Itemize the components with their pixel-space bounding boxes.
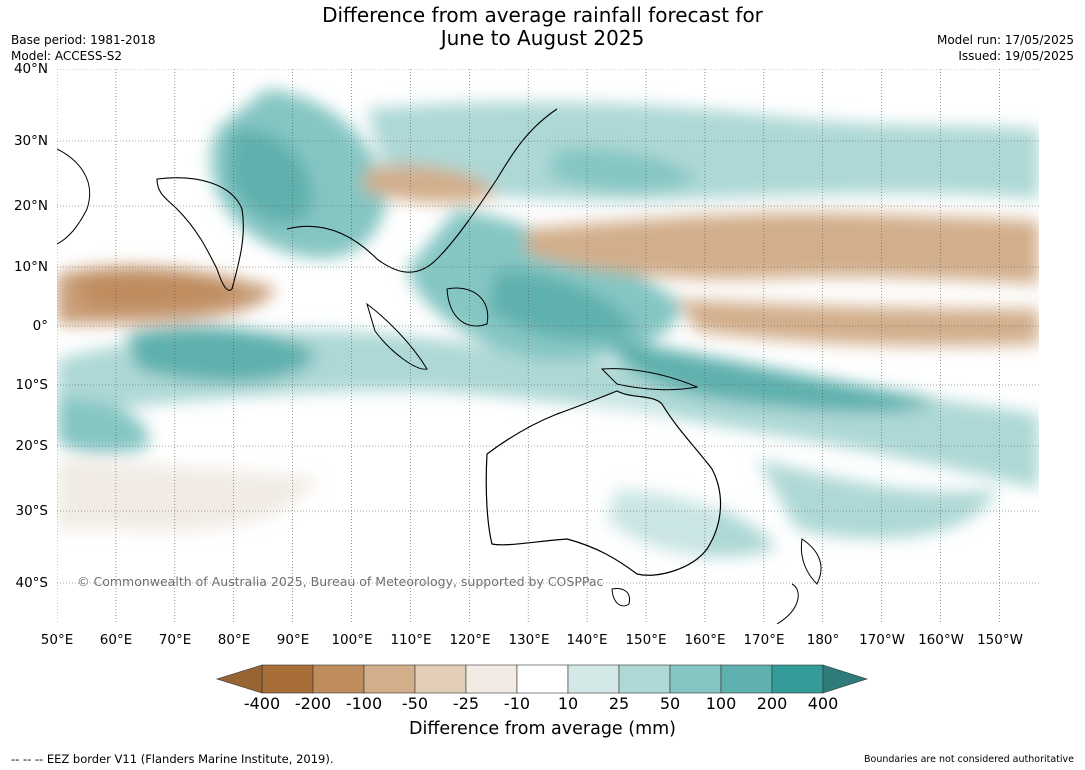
cb-tick-1: -400 xyxy=(243,694,281,713)
wet-north-pacific-core xyxy=(547,148,697,192)
lat-label-30s: 30°S xyxy=(15,503,49,519)
model-name: Model: ACCESS-S2 xyxy=(11,49,123,63)
title-line-1: Difference from average rainfall forecas… xyxy=(322,3,763,27)
lat-label-40n: 40°N xyxy=(13,61,48,77)
colorbar-bin xyxy=(414,664,467,694)
colorbar-bin xyxy=(618,664,671,694)
colorbar-bin xyxy=(261,664,314,694)
lat-label-0: 0° xyxy=(32,318,48,334)
colorbar-bin xyxy=(720,664,773,694)
dry-south-china xyxy=(362,165,497,204)
lon-label-170e: 170°E xyxy=(743,632,785,648)
cb-tick-12: 400 xyxy=(807,694,839,713)
wet-tasman xyxy=(757,459,997,539)
colorbar-under-arrow xyxy=(215,664,263,694)
lon-label-140e: 140°E xyxy=(566,632,608,648)
eez-note: -- -- -- EEZ border V11 (Flanders Marine… xyxy=(11,752,334,766)
australia-outline xyxy=(485,390,722,576)
tasmania-outline xyxy=(611,588,631,607)
cb-tick-7: 10 xyxy=(557,694,579,713)
cb-tick-3: -100 xyxy=(345,694,383,713)
wet-maritime-core xyxy=(487,269,637,340)
lon-label-150e: 150°E xyxy=(625,632,667,648)
lon-label-120e: 120°E xyxy=(449,632,491,648)
colorbar-bin xyxy=(465,664,518,694)
lat-label-30n: 30°N xyxy=(13,133,48,149)
lon-label-100e: 100°E xyxy=(331,632,373,648)
copyright-notice: © Commonwealth of Australia 2025, Bureau… xyxy=(77,574,604,589)
meta-right: Model run: 17/05/2025 Issued: 19/05/2025 xyxy=(937,32,1074,64)
wet-south-pacific xyxy=(607,339,937,413)
sumatra-outline xyxy=(366,302,428,370)
dry-north-pacific-band xyxy=(527,212,1039,284)
colorbar-bin xyxy=(312,664,365,694)
lon-label-90e: 90°E xyxy=(276,632,310,648)
lon-label-80e: 80°E xyxy=(217,632,251,648)
colorbar-bin xyxy=(516,664,569,694)
wet-west-indian xyxy=(57,399,149,454)
cb-tick-8: 25 xyxy=(608,694,630,713)
new-zealand-outline xyxy=(776,538,822,624)
lat-label-20n: 20°N xyxy=(13,198,48,214)
cb-tick-10: 100 xyxy=(705,694,737,713)
lat-label-10s: 10°S xyxy=(15,377,49,393)
wet-core-indian-ocean xyxy=(127,326,317,383)
lon-label-150w: 150°W xyxy=(977,632,1023,648)
lon-label-160e: 160°E xyxy=(684,632,726,648)
colorbar-bin xyxy=(363,664,416,694)
colorbar xyxy=(215,664,868,694)
cb-tick-2: -200 xyxy=(294,694,332,713)
lon-label-50e: 50°E xyxy=(40,632,74,648)
dry-southern-indian-light xyxy=(57,459,317,532)
colorbar-bin xyxy=(771,664,824,694)
model-run: Model run: 17/05/2025 xyxy=(936,33,1074,47)
wet-india-core xyxy=(227,128,313,224)
meta-left: Base period: 1981-2018 Model: ACCESS-S2 xyxy=(11,32,156,64)
borneo-outline xyxy=(446,287,489,327)
lon-label-110e: 110°E xyxy=(390,632,432,648)
colorbar-bin xyxy=(567,664,620,694)
india-outline xyxy=(156,177,244,291)
lon-label-180: 180° xyxy=(806,632,840,648)
cb-tick-6: -10 xyxy=(503,694,531,713)
anomaly-field xyxy=(57,89,1039,558)
boundary-disclaimer: Boundaries are not considered authoritat… xyxy=(864,754,1074,765)
lon-label-160w: 160°W xyxy=(918,632,964,648)
new-guinea-outline xyxy=(600,368,699,391)
lon-label-70e: 70°E xyxy=(158,632,192,648)
map-title: Difference from average rainfall forecas… xyxy=(0,4,1085,50)
dry-equatorial-pacific xyxy=(677,299,1039,346)
lat-label-10n: 10°N xyxy=(13,259,48,275)
lon-label-170w: 170°W xyxy=(859,632,905,648)
lon-label-130e: 130°E xyxy=(508,632,550,648)
base-period: Base period: 1981-2018 xyxy=(11,33,156,47)
colorbar-over-arrow xyxy=(822,664,868,694)
cb-tick-9: 50 xyxy=(659,694,681,713)
graticule xyxy=(57,69,1039,624)
title-line-2: June to August 2025 xyxy=(440,26,645,50)
lon-label-60e: 60°E xyxy=(99,632,133,648)
cb-tick-11: 200 xyxy=(756,694,788,713)
colorbar-label: Difference from average (mm) xyxy=(408,719,677,739)
issued-date: Issued: 19/05/2025 xyxy=(958,49,1074,63)
lat-label-20s: 20°S xyxy=(15,438,49,454)
cb-tick-5: -25 xyxy=(452,694,480,713)
lat-label-40s: 40°S xyxy=(15,575,49,591)
wet-south-australia-coast xyxy=(607,489,777,558)
dry-arabian-core xyxy=(77,273,247,309)
wet-band-south-equatorial xyxy=(57,330,1039,489)
cb-tick-4: -50 xyxy=(401,694,429,713)
colorbar-bin xyxy=(669,664,722,694)
rainfall-map xyxy=(57,69,1039,624)
arabia-coastline xyxy=(57,148,91,245)
asia-coastline xyxy=(286,108,558,273)
